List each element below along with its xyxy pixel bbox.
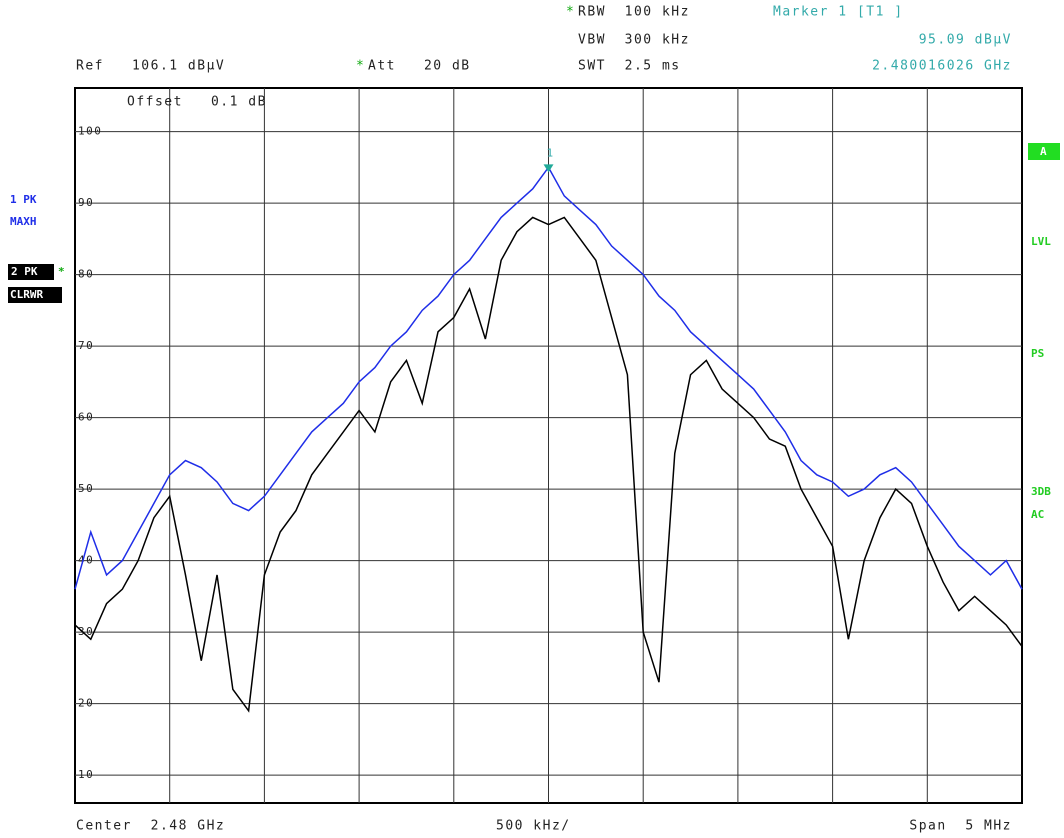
- side-label: PS: [1031, 347, 1044, 360]
- setting-star: *: [356, 59, 365, 74]
- trace: [74, 216, 1023, 713]
- side-label: AC: [1031, 508, 1044, 521]
- side-label: 3DB: [1031, 485, 1051, 498]
- trace-1-label: 1 PK: [10, 193, 37, 206]
- ref-level: Ref 106.1 dBµV: [76, 59, 225, 74]
- marker-level: 95.09 dBµV: [919, 33, 1012, 48]
- y-tick-label: 80: [78, 268, 94, 281]
- vbw: VBW 300 kHz: [578, 33, 690, 48]
- side-box: [1028, 143, 1060, 160]
- rbw: RBW 100 kHz: [578, 5, 690, 20]
- side-label: LVL: [1031, 235, 1051, 248]
- y-tick-label: 100: [78, 125, 102, 138]
- trace-2-mode: CLRWR: [10, 288, 43, 301]
- marker-number: 1: [547, 146, 555, 159]
- y-tick-label: 40: [78, 554, 94, 567]
- y-tick-label: 70: [78, 339, 94, 352]
- offset: Offset 0.1 dB: [127, 95, 267, 110]
- y-tick-label: 50: [78, 482, 94, 495]
- setting-star: *: [58, 265, 65, 278]
- y-tick-label: 10: [78, 768, 94, 781]
- trace-1-mode: MAXH: [10, 215, 37, 228]
- y-tick-label: 30: [78, 625, 94, 638]
- y-tick-label: 60: [78, 411, 94, 424]
- center-frequency: Center 2.48 GHz: [76, 819, 225, 834]
- swt: SWT 2.5 ms: [578, 59, 681, 74]
- trace-2-mode-box: [8, 287, 62, 303]
- y-tick-label: 20: [78, 697, 94, 710]
- division: 500 kHz/: [496, 819, 571, 834]
- marker: [543, 164, 554, 173]
- attenuation: Att 20 dB: [368, 59, 471, 74]
- span: Span 5 MHz: [909, 819, 1012, 834]
- y-tick-label: 90: [78, 196, 94, 209]
- trace-2-box: [8, 264, 54, 280]
- marker-label: Marker 1 [T1 ]: [773, 5, 904, 20]
- side-label: A: [1040, 145, 1047, 158]
- setting-star: *: [566, 5, 575, 20]
- trace-2-label: 2 PK: [11, 265, 38, 278]
- marker-frequency: 2.480016026 GHz: [872, 59, 1012, 74]
